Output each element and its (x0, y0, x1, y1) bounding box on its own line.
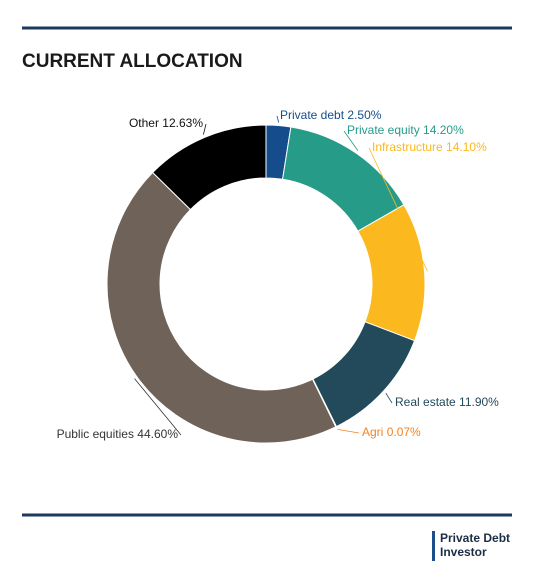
slice-label: Real estate 11.90% (395, 395, 499, 409)
leader-line (385, 392, 393, 404)
slice-label: Private equity 14.20% (347, 123, 464, 137)
value-label: 11.90% (459, 395, 499, 409)
category-name: Agri (362, 425, 383, 439)
slice (106, 171, 337, 444)
leader-line (337, 429, 360, 434)
category-name: Real estate (395, 395, 456, 409)
leader-line (276, 115, 280, 123)
chart: Private debt 2.50%Private equity 14.20% I… (57, 108, 499, 444)
value-label: 2.50% (347, 108, 381, 122)
slice (151, 124, 267, 211)
chart-title: CURRENT ALLOCATION (22, 51, 243, 72)
category-name: Infrastructure (372, 140, 443, 154)
category-name: Private debt (280, 108, 345, 122)
leader-line (343, 130, 359, 151)
leader-line (203, 123, 207, 135)
value-label: 14.10% (446, 140, 487, 154)
logo-line: Investor (440, 545, 487, 559)
value-label: 0.07% (387, 425, 421, 439)
logo-bar (432, 531, 435, 561)
value-label: 14.20% (423, 123, 464, 137)
leader-line (134, 378, 182, 436)
value-label: 12.63% (162, 116, 203, 130)
category-name: Public equities (57, 427, 134, 441)
slice-label: Agri 0.07% (362, 425, 421, 439)
category-name: Other (129, 116, 159, 130)
slice-label: Public equities 44.60% (57, 427, 179, 441)
slice-label: Other 12.63% (129, 116, 203, 130)
value-label: 44.60% (137, 427, 178, 441)
slice-label: Private debt 2.50% (280, 108, 382, 122)
slice-label: Infrastructure 14.10% (372, 140, 487, 154)
leader-line (368, 147, 428, 272)
category-name: Private equity (347, 123, 420, 137)
slice (357, 204, 426, 342)
logo-line: Private Debt (440, 531, 510, 545)
